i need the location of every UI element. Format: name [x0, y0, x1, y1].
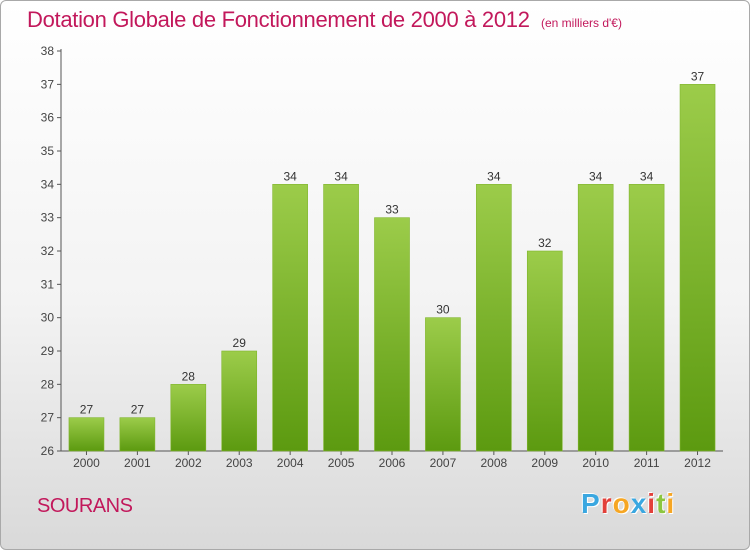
data-label-2007: 30 [436, 303, 450, 317]
y-tick-label: 38 [41, 44, 55, 58]
logo-letter: P [581, 488, 601, 519]
x-tick-label-2007: 2007 [430, 456, 457, 470]
bar-2000 [68, 417, 105, 452]
x-tick-label-2006: 2006 [379, 456, 406, 470]
x-tick-label-2000: 2000 [73, 456, 100, 470]
y-tick-label: 29 [41, 344, 55, 358]
y-tick-label: 27 [41, 411, 55, 425]
chart-subtitle: (en milliers d'€) [541, 16, 622, 30]
logo-letter: x [630, 488, 648, 519]
commune-name: SOURANS [37, 495, 133, 517]
bar-2008 [476, 184, 512, 452]
bar-2001 [119, 417, 156, 452]
data-label-2004: 34 [283, 169, 297, 183]
x-tick-label-2009: 2009 [531, 456, 558, 470]
x-tick-label-2008: 2008 [480, 456, 507, 470]
chart-labels: 27 2000 27 2001 28 2002 29 2003 34 2004 34 2005 33 20… [73, 69, 711, 470]
chart-axes: 26 27 28 29 30 31 32 33 34 35 36 37 38 [41, 44, 723, 458]
chart-title: Dotation Globale de Fonctionnement de 20… [27, 7, 530, 32]
bar-2003 [221, 350, 258, 452]
logo-letter: r [600, 488, 613, 519]
y-tick-label: 26 [41, 444, 55, 458]
x-tick-label-2011: 2011 [634, 456, 660, 470]
data-label-2005: 34 [334, 169, 348, 183]
x-tick-label-2002: 2002 [175, 456, 202, 470]
data-label-2011: 34 [640, 169, 654, 183]
x-tick-label-2004: 2004 [277, 456, 304, 470]
data-label-2010: 34 [589, 169, 603, 183]
bar-2006 [374, 217, 410, 452]
proxiti-logo: Proxiti [581, 488, 675, 520]
y-tick-label: 34 [41, 177, 55, 191]
y-tick-label: 35 [41, 144, 55, 158]
y-tick-label: 33 [41, 211, 55, 225]
x-tick-label-2001: 2001 [124, 456, 151, 470]
y-tick-label: 31 [41, 277, 55, 291]
bar-2005 [323, 184, 359, 452]
x-tick-label-2012: 2012 [684, 456, 711, 470]
bar-2010 [577, 184, 614, 452]
logo-letter: i [666, 488, 676, 519]
y-tick-label: 37 [41, 77, 55, 91]
bar-2002 [170, 384, 207, 452]
y-tick-label: 32 [41, 244, 55, 258]
logo-letter: i [647, 488, 657, 519]
data-label-2002: 28 [182, 369, 196, 383]
logo-letter: t [656, 488, 667, 519]
logo-letter: o [612, 488, 631, 519]
data-label-2000: 27 [80, 403, 94, 417]
x-tick-label-2005: 2005 [328, 456, 355, 470]
data-label-2008: 34 [487, 169, 501, 183]
data-label-2012: 37 [691, 69, 705, 83]
data-label-2009: 32 [538, 236, 552, 250]
bar-2004 [272, 184, 308, 452]
x-tick-label-2003: 2003 [226, 456, 253, 470]
data-label-2006: 33 [385, 203, 399, 217]
y-tick-label: 36 [41, 111, 55, 125]
data-label-2001: 27 [131, 403, 145, 417]
y-tick-label: 30 [41, 311, 55, 325]
chart-bars [68, 84, 716, 452]
bar-2012 [679, 84, 716, 452]
bar-2009 [526, 250, 563, 452]
bar-2007 [425, 317, 461, 452]
y-tick-label: 28 [41, 377, 55, 391]
bar-2011 [628, 184, 665, 452]
x-tick-label-2010: 2010 [582, 456, 609, 470]
data-label-2003: 29 [233, 336, 247, 350]
